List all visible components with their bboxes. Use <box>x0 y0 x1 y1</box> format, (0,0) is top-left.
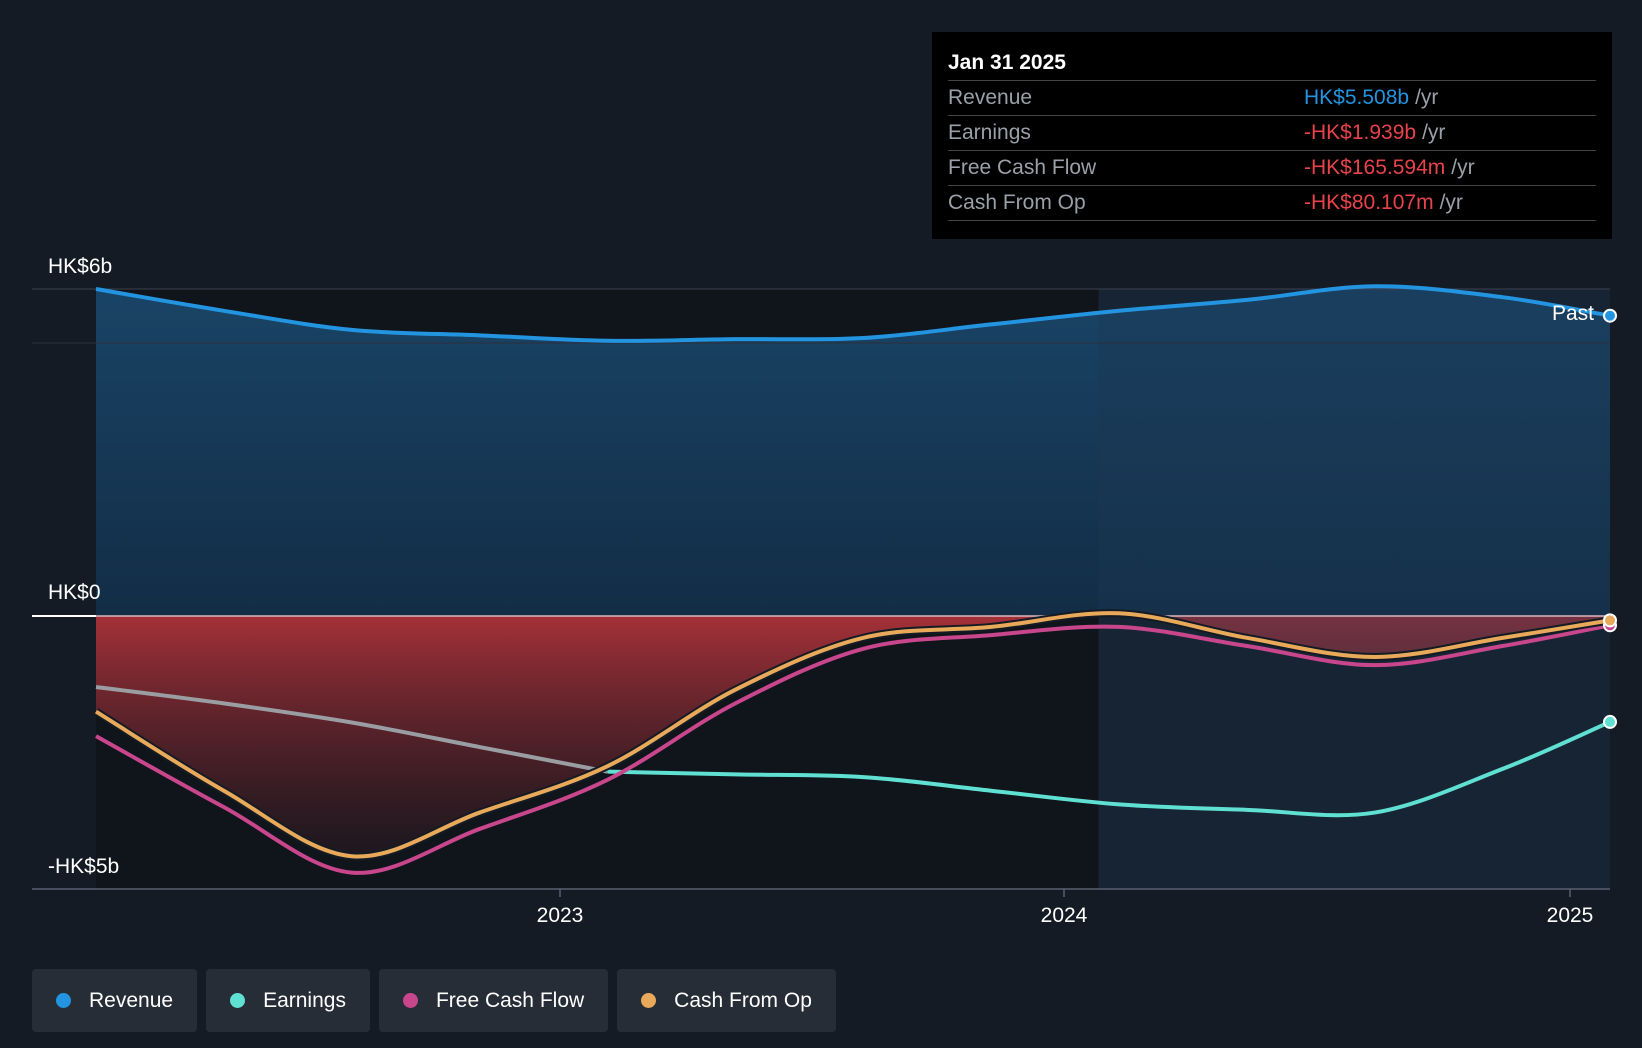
series-line-earnings <box>607 720 1611 818</box>
tooltip-row: Earnings -HK$1.939b/yr <box>948 116 1596 151</box>
negative-area <box>96 613 1610 857</box>
legend-label: Revenue <box>89 988 174 1012</box>
tooltip-row-value-group: -HK$80.107m/yr <box>1304 186 1463 220</box>
tooltip-row-label: Cash From Op <box>948 191 1086 214</box>
past-label: Past <box>1552 302 1594 325</box>
tooltip-row-label: Revenue <box>948 86 1033 109</box>
legend-label: Free Cash Flow <box>435 988 585 1012</box>
tooltip-row-value: HK$5.508b <box>1304 86 1410 109</box>
tooltip-row-value-group: -HK$1.939b/yr <box>1304 116 1445 150</box>
tooltip-date: Jan 31 2025 <box>948 46 1596 81</box>
x-tick-label: 2023 <box>537 904 584 927</box>
series-line-cash-from-op <box>94 611 1611 859</box>
tooltip-row-value: -HK$165.594m <box>1304 156 1446 179</box>
tooltip-row: Free Cash Flow -HK$165.594m/yr <box>948 151 1596 186</box>
y-tick-label: HK$6b <box>48 255 112 278</box>
tooltip-row-value-group: HK$5.508b/yr <box>1304 81 1438 115</box>
tooltip-row-value-group: -HK$165.594m/yr <box>1304 151 1475 185</box>
tooltip-row-value: -HK$1.939b <box>1304 121 1417 144</box>
legend-item-revenue[interactable]: Revenue <box>32 969 198 1032</box>
tooltip-row: Revenue HK$5.508b/yr <box>948 81 1596 116</box>
legend-dot-icon <box>641 993 657 1008</box>
y-tick-label: HK$0 <box>48 581 101 604</box>
legend-item-earnings[interactable]: Earnings <box>206 969 370 1032</box>
y-tick-label: -HK$5b <box>48 855 119 878</box>
series-line-free-cash-flow <box>95 623 1611 875</box>
legend: Revenue Earnings Free Cash Flow Cash From O… <box>32 969 836 1032</box>
tooltip-row: Cash From Op -HK$80.107m/yr <box>948 186 1596 221</box>
legend-dot-icon <box>402 993 418 1008</box>
tooltip-row-label: Earnings <box>948 121 1031 144</box>
tooltip-row-suffix: /yr <box>1451 156 1475 179</box>
x-tick-label: 2025 <box>1547 904 1594 927</box>
tooltip-row-suffix: /yr <box>1422 121 1446 144</box>
endpoint-revenue <box>1603 308 1617 323</box>
legend-dot-icon <box>230 993 246 1008</box>
tooltip-panel: Jan 31 2025 Revenue HK$5.508b/yr Earnings -… <box>932 32 1612 239</box>
chart-area: HK$6b HK$0 -HK$5b 2023 2024 2025 Past <box>32 255 1617 927</box>
tooltip-row-value: -HK$80.107m <box>1304 191 1434 214</box>
tooltip-row-suffix: /yr <box>1415 86 1439 109</box>
x-tick-label: 2024 <box>1041 904 1088 927</box>
series-line-revenue <box>95 284 1611 343</box>
legend-label: Cash From Op <box>674 988 812 1012</box>
tooltip-row-label: Free Cash Flow <box>948 156 1097 179</box>
endpoint-earnings <box>1603 714 1617 729</box>
legend-dot-icon <box>56 993 71 1008</box>
series-line-earnings-past <box>95 684 608 774</box>
tooltip-row-suffix: /yr <box>1439 191 1463 214</box>
legend-label: Earnings <box>263 988 346 1012</box>
legend-item-free-cash-flow[interactable]: Free Cash Flow <box>378 969 609 1032</box>
endpoint-cash-from-op <box>1603 613 1617 628</box>
legend-item-cash-from-op[interactable]: Cash From Op <box>617 969 836 1032</box>
future-overlay <box>1098 289 1610 889</box>
